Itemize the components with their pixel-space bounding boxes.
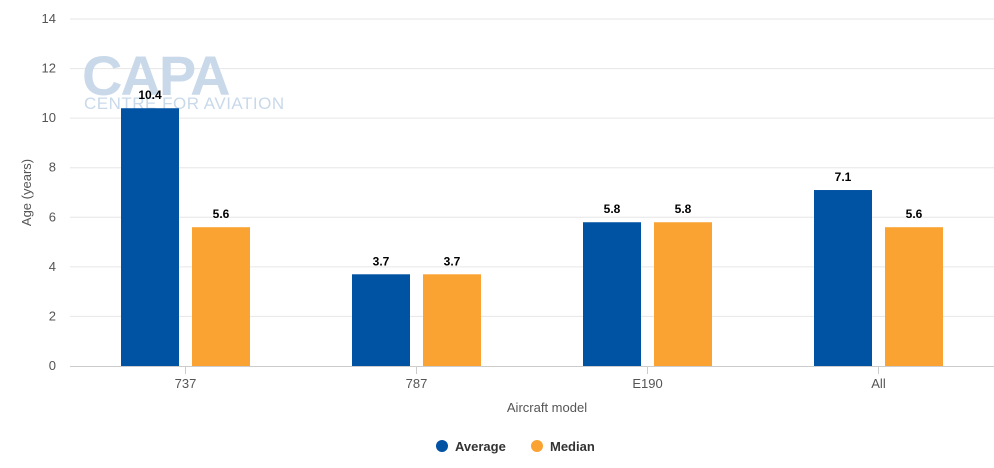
bars: [121, 108, 943, 366]
data-label: 5.6: [906, 207, 923, 221]
x-axis-title: Aircraft model: [507, 400, 587, 415]
y-tick-label: 10: [42, 110, 56, 125]
y-axis-title: Age (years): [19, 159, 34, 226]
legend-label-median: Median: [550, 439, 595, 454]
bar-average-737: [121, 108, 179, 366]
data-label: 3.7: [373, 254, 390, 268]
legend-marker-median: [531, 440, 543, 452]
bar-average-787: [352, 274, 410, 366]
bar-average-e190: [583, 222, 641, 366]
y-tick-label: 8: [49, 160, 56, 175]
capa-watermark: CAPA CENTRE FOR AVIATION: [82, 44, 285, 113]
watermark-brand: CAPA: [82, 44, 229, 107]
bar-median-787: [423, 274, 481, 366]
x-tick-label: 737: [175, 376, 197, 391]
data-label: 10.4: [138, 88, 162, 102]
data-label: 5.6: [213, 207, 230, 221]
y-tick-label: 0: [49, 358, 56, 373]
x-tick-label: All: [871, 376, 886, 391]
x-tick-label: 787: [406, 376, 428, 391]
data-label: 5.8: [675, 202, 692, 216]
y-tick-label: 2: [49, 308, 56, 323]
y-axis-ticks: 0 2 4 6 8 10 12 14: [42, 11, 56, 373]
x-tick-label: E190: [632, 376, 662, 391]
y-tick-label: 4: [49, 259, 56, 274]
x-axis-ticks: 737 787 E190 All: [175, 366, 886, 391]
y-tick-label: 6: [49, 209, 56, 224]
bar-median-737: [192, 227, 250, 366]
data-labels: 10.4 5.6 3.7 3.7 5.8 5.8 7.1 5.6: [138, 88, 922, 268]
legend-label-average: Average: [455, 439, 506, 454]
y-tick-label: 12: [42, 61, 56, 76]
y-tick-label: 14: [42, 11, 56, 26]
data-label: 3.7: [444, 254, 461, 268]
bar-average-all: [814, 190, 872, 366]
legend-marker-average: [436, 440, 448, 452]
bar-median-all: [885, 227, 943, 366]
data-label: 5.8: [604, 202, 621, 216]
data-label: 7.1: [835, 170, 852, 184]
bar-median-e190: [654, 222, 712, 366]
legend: Average Median: [436, 439, 595, 454]
watermark-tagline: CENTRE FOR AVIATION: [84, 94, 285, 113]
